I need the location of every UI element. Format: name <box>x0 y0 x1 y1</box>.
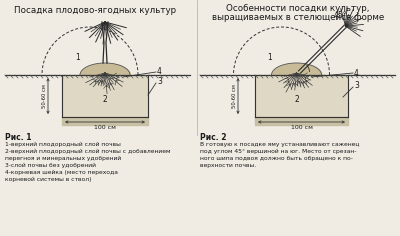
Text: 2: 2 <box>294 96 299 105</box>
Text: Посадка плодово-ягодных культур: Посадка плодово-ягодных культур <box>14 6 176 15</box>
Text: 3: 3 <box>157 77 162 87</box>
Text: выращиваемых в стелющейся форме: выращиваемых в стелющейся форме <box>212 13 384 22</box>
Text: 1: 1 <box>267 52 272 62</box>
Text: 100 см: 100 см <box>94 125 116 130</box>
Text: 50-60 см: 50-60 см <box>42 84 47 108</box>
Text: Рис. 2: Рис. 2 <box>200 133 226 142</box>
Text: 45°: 45° <box>334 11 347 20</box>
Text: 1-верхний плодородный слой почвы
2-верхний плодородный слой почвы с добавлением
: 1-верхний плодородный слой почвы 2-верхн… <box>5 142 170 182</box>
Text: 50-60 см: 50-60 см <box>232 84 237 108</box>
Text: 2: 2 <box>103 96 107 105</box>
Text: 4: 4 <box>157 67 162 76</box>
Text: 100 см: 100 см <box>290 125 312 130</box>
Text: 4: 4 <box>354 68 359 77</box>
Text: В готовую к посадке яму устанавливают саженец
под углом 45° вершиной на юг. Мест: В готовую к посадке яму устанавливают са… <box>200 142 359 168</box>
Text: Рис. 1: Рис. 1 <box>5 133 32 142</box>
Text: 1: 1 <box>76 52 80 62</box>
Text: Особенности посадки культур,: Особенности посадки культур, <box>226 4 370 13</box>
Text: 3: 3 <box>354 81 359 90</box>
